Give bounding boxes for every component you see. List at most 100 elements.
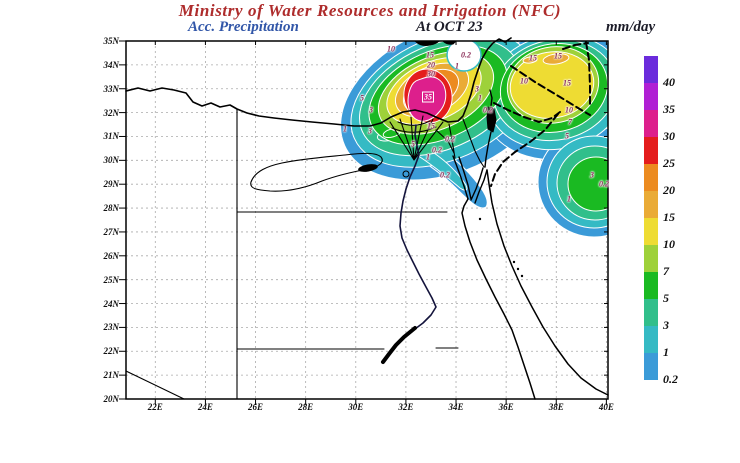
legend-swatch-7 [644,245,658,272]
contour-label-0.2: 0.2 [461,50,471,60]
legend-value-15: 15 [663,210,675,224]
lon-label-34E: 34E [448,402,464,412]
qattara-salt-lake [358,164,378,172]
subtitle-valid-time: At OCT 23 [416,19,483,35]
lake-nasser [381,326,417,364]
contour-label-15: 15 [427,121,435,131]
geography [125,37,609,400]
lat-label-21N: 21N [103,370,120,381]
legend-swatch-35 [644,83,658,110]
red-sea-islands [478,217,524,278]
lon-label-36E: 36E [498,402,514,412]
qattara-depression [250,152,383,192]
contour-label-0.2: 0.2 [440,170,450,180]
lon-label-30E: 30E [348,402,364,412]
contour-label-15: 15 [426,50,434,60]
legend-value-35: 35 [663,102,675,116]
lon-label-22E: 22E [147,402,163,412]
lat-label-31N: 31N [103,131,120,142]
legend-value-40: 40 [663,75,675,89]
map-frame [125,40,609,400]
contour-label-15: 15 [554,51,562,61]
contour-label-0.2: 0.2 [599,179,609,189]
dashed-country-borders [490,41,591,187]
contour-label-3: 3 [590,170,594,180]
contour-label-10: 10 [565,105,573,115]
contour-label-1: 1 [426,152,430,162]
contour-label-1: 1 [455,61,459,71]
legend-value-20: 20 [663,183,675,197]
legend-swatch-1 [644,326,658,353]
legend-swatch-25 [644,137,658,164]
lat-label-25N: 25N [103,274,120,285]
contour-label-0.2: 0.2 [445,134,455,144]
contour-label-0.2: 0.2 [432,145,442,155]
lat-label-27N: 27N [103,226,120,237]
lat-label-32N: 32N [103,107,120,118]
lon-label-24E: 24E [197,402,213,412]
contour-label-5: 5 [565,131,569,141]
lat-label-34N: 34N [103,59,120,70]
egypt-sudan-border [236,347,459,350]
lat-label-33N: 33N [103,83,120,94]
contour-label-15: 15 [529,53,537,63]
lat-label-24N: 24N [103,298,120,309]
legend-swatch-3 [644,299,658,326]
legend-value-30: 30 [663,129,675,143]
contour-label-5: 5 [411,139,415,149]
jordan-river-line [484,89,493,168]
contour-label-0.2: 0.2 [483,105,493,115]
contour-label-5: 5 [360,93,364,103]
dead-sea [486,106,497,133]
legend-value-1: 1 [663,345,669,359]
contour-label-20: 20 [427,60,435,70]
legend-swatch-10 [644,218,658,245]
contour-label-3: 3 [475,84,479,94]
red-sea-east-coast [486,169,609,396]
contour-label-1: 1 [478,93,482,103]
legend-value-7: 7 [663,264,669,278]
units-label: mm/day [606,19,656,35]
lon-label-38E: 38E [548,402,564,412]
legend-swatch-40 [644,56,658,83]
contour-label-1: 1 [567,194,571,204]
cyprus-coast-sliver [414,40,457,46]
nile-delta-branches [389,115,444,161]
page-title: Ministry of Water Resources and Irrigati… [178,1,562,20]
lon-label-28E: 28E [298,402,314,412]
contour-label-15: 15 [563,78,571,88]
fayum-oasis [402,170,410,178]
legend-swatch-30 [644,110,658,137]
lat-label-29N: 29N [103,179,120,190]
contour-label-30: 30 [427,69,435,79]
lat-label-22N: 22N [103,346,120,357]
contour-label-7: 7 [568,117,572,127]
gulf-of-suez-and-aqaba [452,155,488,204]
legend-value-25: 25 [663,156,675,170]
legend-swatch-5 [644,272,658,299]
legend-swatch-0.2 [644,353,658,380]
subtitle-variable: Acc. Precipitation [188,19,299,35]
contour-label-35: 35 [422,91,434,103]
contour-label-10: 10 [387,44,395,54]
lon-label-32E: 32E [398,402,414,412]
legend-swatch-15 [644,191,658,218]
legend-value-5: 5 [663,291,669,305]
legend-swatch-20 [644,164,658,191]
contour-label-3: 3 [368,126,372,136]
lat-label-28N: 28N [103,203,120,214]
precipitation-field [340,41,608,238]
lat-label-23N: 23N [103,322,120,333]
lat-label-35N: 35N [103,36,120,46]
egypt-israel-border [462,118,485,168]
lat-label-26N: 26N [103,250,120,261]
lat-label-30N: 30N [103,155,120,166]
southwest-border-segment [125,370,185,400]
suez-canal-lines [435,123,456,159]
nile-river [399,124,437,330]
red-sea-west-coast [461,198,536,400]
legend-value-0.2: 0.2 [663,372,678,386]
